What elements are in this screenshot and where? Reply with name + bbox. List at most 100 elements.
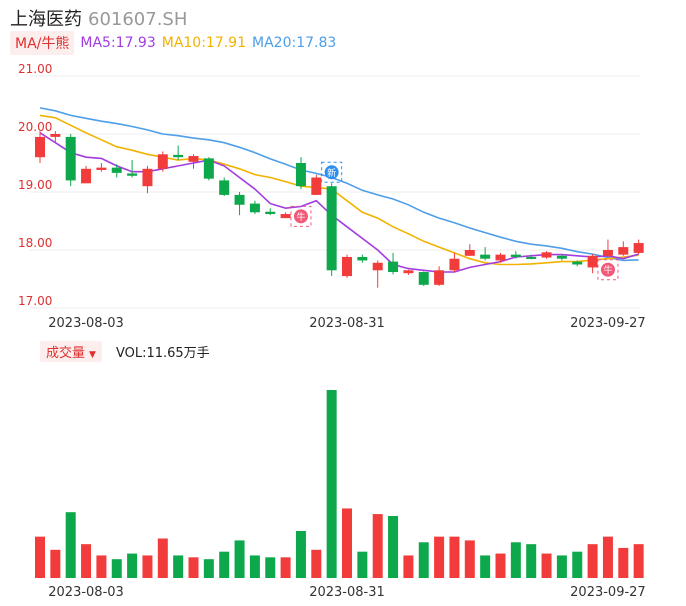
candle-body (372, 262, 383, 271)
candle-body (265, 211, 276, 215)
sell-signal-marker: 牛 (290, 205, 312, 227)
volume-bar (50, 549, 61, 578)
price-x-axis: 2023-08-03 2023-08-31 2023-09-27 (48, 316, 645, 331)
ma5-label: MA5:17.93 (80, 35, 156, 51)
volume-bar (372, 514, 383, 578)
marker-dot (293, 209, 308, 224)
volume-bar (449, 536, 460, 578)
candle-body (480, 254, 491, 259)
volume-bar (111, 559, 122, 578)
candle-body (50, 134, 61, 137)
x-axis-label: 2023-08-03 (48, 316, 124, 331)
marker-frame (321, 161, 343, 183)
sell-signal-marker: 牛 (597, 259, 619, 281)
volume-bar (280, 557, 291, 578)
volume-bar (587, 544, 598, 578)
y-tick-label: 18.00 (18, 236, 52, 250)
candle-body (234, 194, 245, 205)
volume-bar (326, 390, 337, 578)
stock-title: 上海医药 601607.SH (10, 5, 187, 31)
candle-body (495, 254, 506, 261)
marker-text: 牛 (296, 211, 305, 223)
candle-body (633, 243, 644, 253)
candle-body (203, 158, 214, 179)
volume-indicator-label: 成交量 (46, 345, 86, 361)
chart-markers: 牛 新牛 (290, 161, 619, 281)
moving-averages (39, 107, 639, 273)
volume-bar (173, 555, 184, 578)
candle-body (464, 250, 475, 256)
candle-body (587, 255, 598, 268)
volume-bar (388, 515, 399, 578)
marker-dot (600, 262, 615, 277)
marker-dot (324, 165, 339, 180)
price-axis-ticks: 21.00 20.00 19.00 18.00 17.00 (18, 62, 52, 308)
volume-bar (434, 536, 445, 578)
volume-x-axis: 2023-08-03 2023-08-31 2023-09-27 (48, 585, 645, 600)
volume-bar (234, 540, 245, 578)
dropdown-arrow-icon: ▼ (89, 349, 96, 360)
marker-text: 新 (327, 167, 336, 179)
volume-bar (249, 555, 260, 578)
volume-bar (311, 549, 322, 578)
volume-bar (633, 544, 644, 578)
candle-body (326, 186, 337, 271)
volume-value: VOL:11.65万手 (115, 345, 210, 361)
y-tick-label: 19.00 (18, 178, 52, 192)
ma-type-selector[interactable]: MA/牛熊 (10, 31, 75, 55)
candle-body (342, 256, 352, 277)
x-axis-label: 2023-08-03 (48, 585, 124, 600)
candle-body (295, 163, 306, 187)
candle-body (510, 254, 521, 257)
volume-bar (495, 553, 506, 578)
candle-body (449, 258, 460, 271)
volume-bar (219, 551, 230, 578)
volume-bar (526, 544, 537, 578)
volume-bar (602, 536, 613, 578)
volume-bar (403, 555, 414, 578)
volume-bar (81, 544, 92, 578)
x-axis-label: 2023-09-27 (570, 585, 646, 600)
x-axis-label: 2023-08-31 (309, 316, 385, 331)
candle-body (434, 270, 445, 285)
x-axis-label: 2023-09-27 (570, 316, 646, 331)
candle-body (188, 156, 199, 162)
ma-legend: MA/牛熊 MA5:17.93 MA10:17.91 MA20:17.83 (10, 31, 342, 55)
volume-bar (142, 555, 153, 578)
volume-bar (295, 531, 306, 578)
candle-body (81, 168, 92, 184)
volume-indicator-selector[interactable]: 成交量 ▼ (40, 340, 102, 362)
ma10-label: MA10:17.91 (161, 35, 247, 51)
marker-frame (597, 259, 619, 281)
volume-bar (510, 542, 521, 578)
x-axis-label: 2023-08-31 (309, 585, 385, 600)
candle-body (96, 167, 107, 170)
candle-body (65, 136, 76, 181)
candle-body (388, 261, 399, 273)
candle-body (127, 173, 138, 176)
candle-body (311, 177, 322, 195)
candlestick-series (35, 131, 644, 288)
volume-bar (541, 553, 552, 578)
candle-body (618, 247, 629, 255)
candle-body (602, 250, 613, 256)
candle-body (35, 136, 45, 158)
volume-bar (556, 555, 567, 578)
candle-body (556, 255, 567, 259)
candle-body (541, 252, 552, 258)
marker-text: 牛 (603, 264, 612, 276)
volume-bar (572, 551, 583, 578)
ma10-line (39, 114, 639, 266)
volume-bar (188, 557, 199, 578)
volume-bar (618, 547, 629, 578)
candle-body (249, 203, 260, 213)
candle-body (572, 261, 583, 265)
candle-body (219, 180, 230, 195)
y-tick-label: 21.00 (18, 62, 52, 76)
stock-name: 上海医药 (10, 9, 82, 30)
candle-body (157, 154, 168, 169)
volume-bar (480, 555, 491, 578)
volume-bar (418, 542, 429, 578)
candle-body (357, 256, 368, 261)
